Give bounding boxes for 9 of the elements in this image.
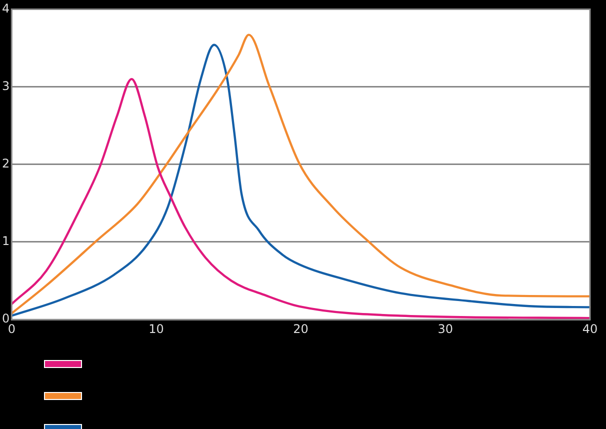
y-tick-label: 4 (2, 1, 10, 16)
x-tick-label: 40 (582, 322, 598, 336)
x-tick-label: 20 (293, 322, 308, 336)
y-tick-label: 2 (2, 156, 10, 171)
y-tick-label: 3 (2, 78, 10, 93)
x-tick-label: 10 (148, 322, 164, 336)
x-tick-label: 30 (438, 322, 454, 336)
y-tick-label: 0 (2, 312, 10, 326)
y-tick-label: 1 (2, 234, 10, 248)
